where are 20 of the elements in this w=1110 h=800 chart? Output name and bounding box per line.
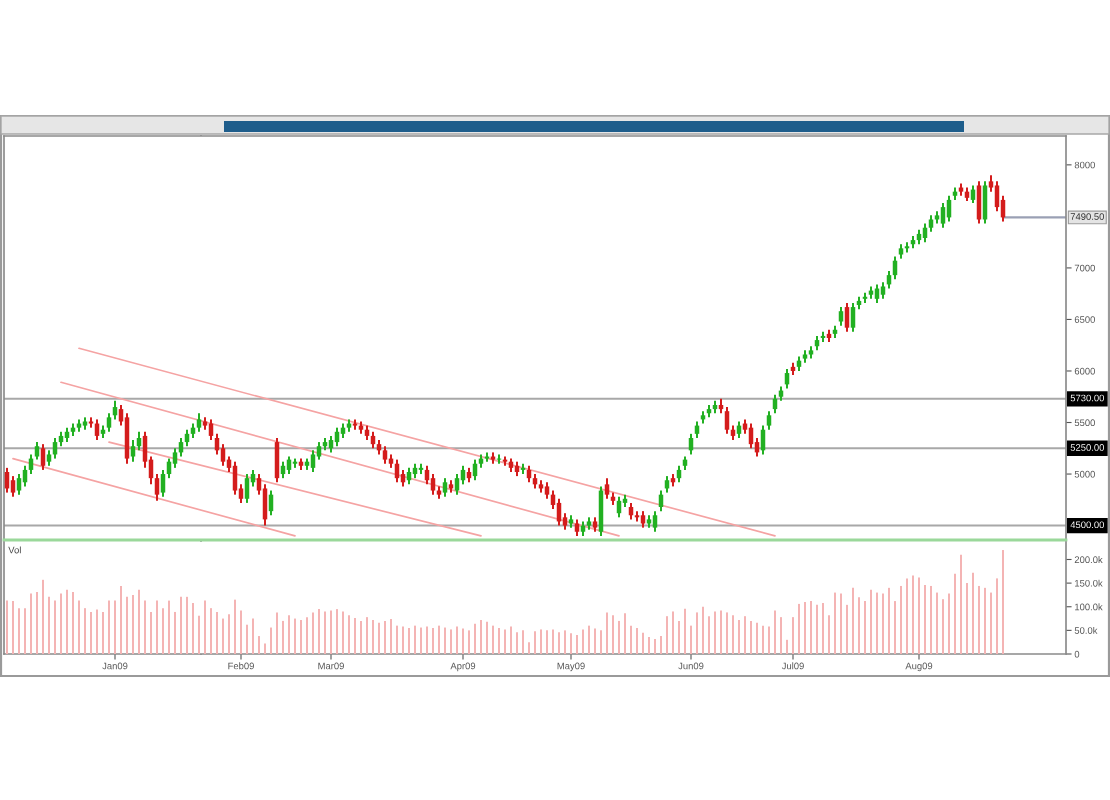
candlestick <box>232 460 238 496</box>
candlestick <box>196 412 202 433</box>
candlestick <box>430 473 436 496</box>
candlestick <box>940 201 946 229</box>
candlestick <box>850 301 856 333</box>
candlestick <box>454 473 460 496</box>
candlestick <box>844 301 850 333</box>
candlestick <box>40 443 46 471</box>
candlestick <box>838 306 844 327</box>
candlestick <box>724 406 730 435</box>
candlestick <box>124 412 130 465</box>
candlestick <box>244 473 250 504</box>
candlestick <box>652 510 658 533</box>
candlestick <box>766 410 772 431</box>
candlestick <box>16 473 22 496</box>
candlestick <box>10 475 16 498</box>
candlestick <box>130 439 136 463</box>
candlestick <box>310 449 316 473</box>
candlestick <box>604 477 610 500</box>
candlestick <box>442 477 448 498</box>
